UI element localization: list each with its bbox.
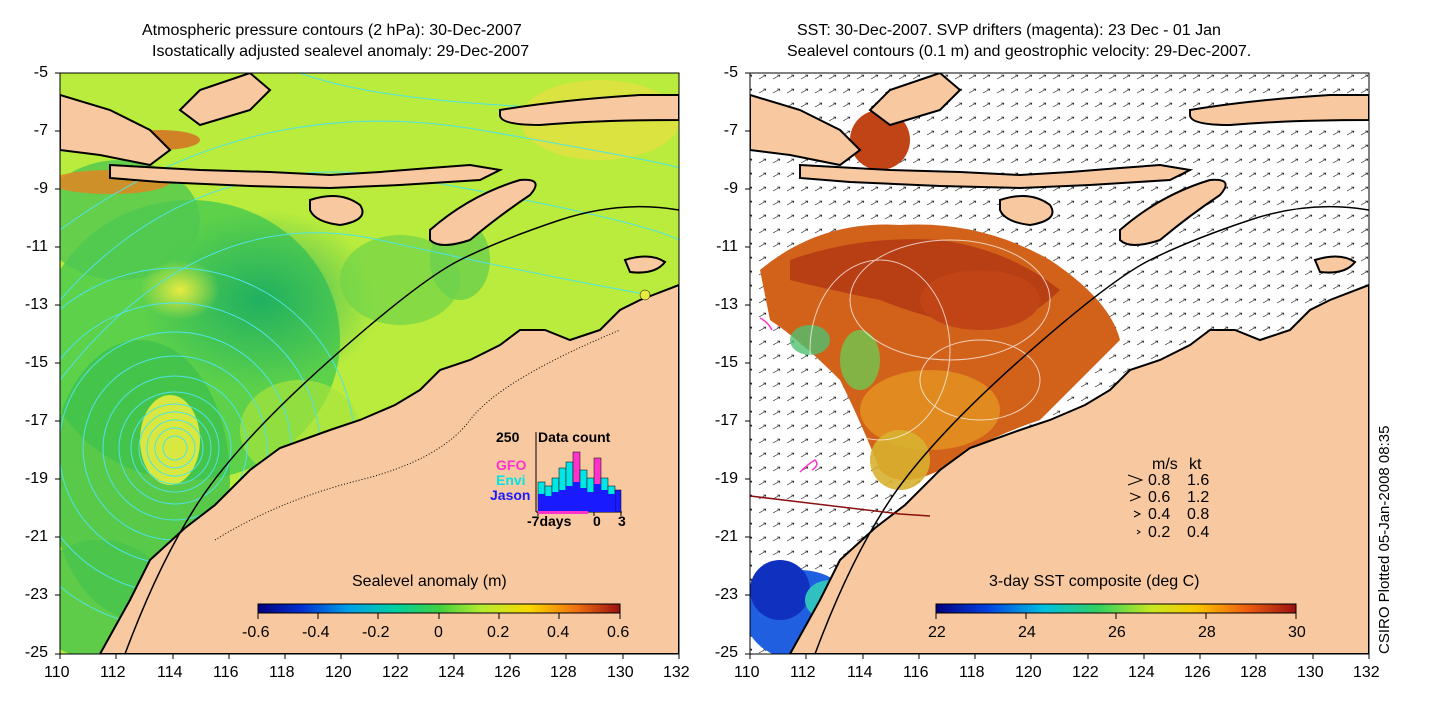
inset-legend-envi: Envi [496,472,526,488]
left-title-line2: Isostatically adjusted sealevel anomaly:… [152,43,530,60]
sst-colorbar-tick-label: 30 [1288,624,1306,641]
lat-tick-right: -25 [714,644,738,661]
histogram-bars [537,451,622,513]
sla-colorbar-tick-label: -0.4 [302,624,330,641]
lon-tick-right: 114 [847,664,873,681]
lon-tick-right: 132 [1353,664,1380,681]
lon-tick-left: 124 [438,664,465,681]
lat-tick-right: -15 [714,354,738,371]
velocity-legend-arrows [1127,474,1144,535]
velocity-legend-header-kt: kt [1189,456,1202,473]
velocity-legend-kt: 0.8 [1187,506,1210,523]
right-title-line2: Sealevel contours (0.1 m) and geostrophi… [787,43,1252,60]
sst-colorbar-label: 3-day SST composite (deg C) [989,573,1200,590]
right-title-line1: SST: 30-Dec-2007. SVP drifters (magenta)… [797,22,1221,39]
sst-colorbar-ticks [935,613,1297,619]
svp-drifter-tracks [759,317,818,473]
sla-colorbar [257,603,621,614]
lat-tick-left: -5 [33,64,48,81]
sla-colorbar-ticks [257,613,621,619]
sst-colorbar [935,603,1297,614]
velocity-legend-kt: 1.2 [1187,489,1210,506]
sla-colorbar-tick-label: 0.6 [607,624,630,641]
velocity-legend-ms: 0.6 [1148,489,1171,506]
lat-tick-right: -17 [714,412,738,429]
sealevel-contours [809,239,1051,441]
lat-tick-right: -19 [714,470,738,487]
inset-x-label: 3 [618,513,626,529]
lon-tick-right: 122 [1072,664,1099,681]
velocity-legend-ms: 0.8 [1148,472,1171,489]
data-count-inset [535,432,622,516]
sla-colorbar-tick-label: -0.6 [242,624,270,641]
velocity-legend-kt: 0.4 [1187,524,1210,541]
lon-tick-right: 120 [1015,664,1042,681]
lon-tick-left: 110 [44,664,70,681]
lat-tick-right: -7 [723,122,738,139]
velocity-legend-ms: 0.4 [1148,506,1171,523]
lon-tick-right: 126 [1184,664,1211,681]
lon-tick-right: 128 [1240,664,1267,681]
inset-x-label: 0 [593,513,601,529]
lat-tick-right: -13 [714,296,738,313]
lon-tick-left: 132 [663,664,690,681]
lat-tick-right: -5 [723,64,738,81]
sst-colorbar-tick-label: 28 [1198,624,1216,641]
sst-colorbar-tick-label: 24 [1018,624,1036,641]
lat-tick-left: -11 [26,238,48,255]
land-mass [60,73,679,654]
lat-tick-left: -17 [24,412,48,429]
lon-tick-right: 116 [903,664,929,681]
sla-colorbar-tick-label: 0.2 [487,624,510,641]
inset-legend-gfo: GFO [496,457,527,473]
inset-max-label: 250 [496,429,520,445]
lon-tick-left: 120 [325,664,352,681]
lat-tick-left: -19 [24,470,48,487]
lat-tick-left: -21 [24,528,48,545]
sla-colorbar-label: Sealevel anomaly (m) [352,573,507,590]
inset-legend-jason: Jason [490,487,531,503]
velocity-legend-header-ms: m/s [1152,456,1178,473]
drifter-track-red [750,495,931,517]
lon-tick-right: 112 [790,664,816,681]
axis-ticks [55,72,1370,659]
lon-tick-left: 112 [100,664,126,681]
lon-tick-right: 118 [959,664,985,681]
velocity-legend-ms: 0.2 [1148,524,1171,541]
lon-tick-left: 122 [382,664,409,681]
sst-colorbar-tick-label: 22 [928,624,946,641]
lat-tick-left: -9 [33,180,48,197]
left-map-panel [60,73,679,654]
sla-colorbar-tick-label: 0 [434,624,443,641]
sst-colorbar-tick-label: 26 [1108,624,1126,641]
lon-tick-right: 110 [734,664,760,681]
sla-colorbar-tick-label: 0.4 [547,624,570,641]
lon-tick-left: 126 [494,664,521,681]
lat-tick-left: -25 [24,644,48,661]
lat-tick-right: -9 [723,180,738,197]
lat-tick-right: -21 [714,528,738,545]
lon-tick-right: 130 [1297,664,1324,681]
lat-tick-right: -11 [716,238,738,255]
velocity-legend-kt: 1.6 [1187,472,1210,489]
lat-tick-left: -23 [24,586,48,603]
lon-tick-left: 118 [269,664,295,681]
lon-tick-left: 114 [157,664,183,681]
lon-tick-left: 128 [550,664,577,681]
credit-text: CSIRO Plotted 05-Jan-2008 08:35 [1376,425,1393,654]
lat-tick-left: -7 [33,122,48,139]
lon-tick-right: 124 [1128,664,1155,681]
lat-tick-right: -23 [714,586,738,603]
sla-colorbar-tick-label: -0.2 [362,624,390,641]
inset-title: Data count [538,429,611,445]
lat-tick-left: -15 [24,354,48,371]
lon-tick-left: 116 [213,664,239,681]
inset-x-label: -7days [527,513,572,529]
lat-tick-left: -13 [24,296,48,313]
right-map-panel [750,73,1369,654]
left-title-line1: Atmospheric pressure contours (2 hPa): 3… [142,22,522,39]
lon-tick-left: 130 [607,664,634,681]
